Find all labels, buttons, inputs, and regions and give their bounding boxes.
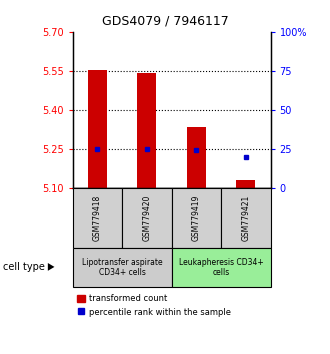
Bar xyxy=(172,188,221,248)
Text: GSM779419: GSM779419 xyxy=(192,194,201,241)
Text: GSM779420: GSM779420 xyxy=(142,194,151,241)
Legend: transformed count, percentile rank within the sample: transformed count, percentile rank withi… xyxy=(77,295,231,316)
Text: GDS4079 / 7946117: GDS4079 / 7946117 xyxy=(102,14,228,27)
Polygon shape xyxy=(48,263,54,271)
Bar xyxy=(221,188,271,248)
Bar xyxy=(187,127,206,188)
Text: Lipotransfer aspirate
CD34+ cells: Lipotransfer aspirate CD34+ cells xyxy=(82,258,162,277)
Text: GSM779421: GSM779421 xyxy=(241,195,250,241)
Text: GSM779418: GSM779418 xyxy=(93,195,102,241)
Bar xyxy=(73,188,122,248)
Bar xyxy=(137,73,156,188)
Text: Leukapheresis CD34+
cells: Leukapheresis CD34+ cells xyxy=(179,258,263,277)
Bar xyxy=(88,69,107,188)
Bar xyxy=(73,248,172,287)
Text: cell type: cell type xyxy=(3,262,45,272)
Bar xyxy=(122,188,172,248)
Bar xyxy=(172,248,271,287)
Bar xyxy=(236,180,255,188)
